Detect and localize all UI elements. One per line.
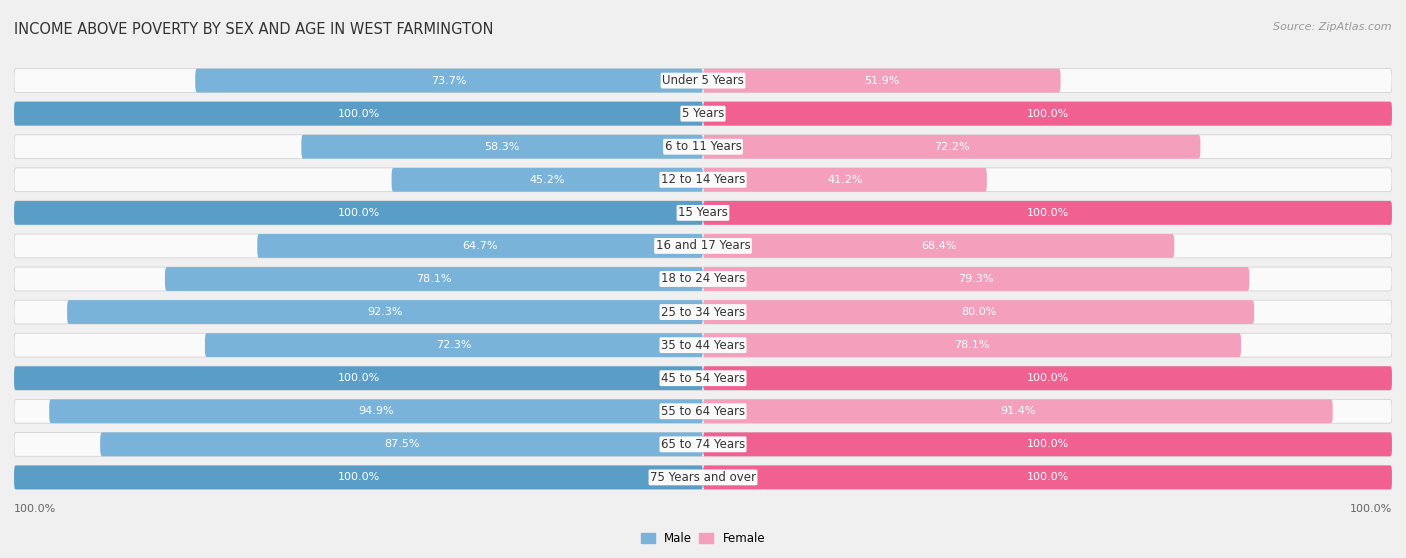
FancyBboxPatch shape <box>14 366 703 390</box>
Text: 25 to 34 Years: 25 to 34 Years <box>661 306 745 319</box>
FancyBboxPatch shape <box>257 234 703 258</box>
Text: 73.7%: 73.7% <box>432 75 467 85</box>
Text: 100.0%: 100.0% <box>337 473 380 483</box>
Text: 79.3%: 79.3% <box>959 274 994 284</box>
FancyBboxPatch shape <box>703 465 1392 489</box>
Text: 100.0%: 100.0% <box>1350 504 1392 514</box>
Text: 92.3%: 92.3% <box>367 307 402 317</box>
FancyBboxPatch shape <box>14 168 1392 192</box>
FancyBboxPatch shape <box>14 102 703 126</box>
FancyBboxPatch shape <box>703 366 1392 390</box>
Text: 100.0%: 100.0% <box>1026 473 1069 483</box>
FancyBboxPatch shape <box>14 465 703 489</box>
Text: 87.5%: 87.5% <box>384 439 419 449</box>
Text: 45 to 54 Years: 45 to 54 Years <box>661 372 745 384</box>
Text: Source: ZipAtlas.com: Source: ZipAtlas.com <box>1274 22 1392 32</box>
FancyBboxPatch shape <box>14 69 1392 93</box>
FancyBboxPatch shape <box>14 201 703 225</box>
FancyBboxPatch shape <box>14 300 1392 324</box>
Text: 45.2%: 45.2% <box>530 175 565 185</box>
Text: 91.4%: 91.4% <box>1000 406 1036 416</box>
Text: 75 Years and over: 75 Years and over <box>650 471 756 484</box>
Text: 6 to 11 Years: 6 to 11 Years <box>665 140 741 153</box>
FancyBboxPatch shape <box>14 234 1392 258</box>
Text: 94.9%: 94.9% <box>359 406 394 416</box>
FancyBboxPatch shape <box>14 333 1392 357</box>
FancyBboxPatch shape <box>301 135 703 158</box>
Text: 5 Years: 5 Years <box>682 107 724 120</box>
Text: INCOME ABOVE POVERTY BY SEX AND AGE IN WEST FARMINGTON: INCOME ABOVE POVERTY BY SEX AND AGE IN W… <box>14 22 494 37</box>
FancyBboxPatch shape <box>703 333 1241 357</box>
Text: 55 to 64 Years: 55 to 64 Years <box>661 405 745 418</box>
Text: 78.1%: 78.1% <box>955 340 990 350</box>
FancyBboxPatch shape <box>703 300 1254 324</box>
FancyBboxPatch shape <box>703 400 1333 423</box>
Text: 100.0%: 100.0% <box>337 208 380 218</box>
FancyBboxPatch shape <box>703 201 1392 225</box>
FancyBboxPatch shape <box>703 234 1174 258</box>
FancyBboxPatch shape <box>14 201 1392 225</box>
Text: 65 to 74 Years: 65 to 74 Years <box>661 438 745 451</box>
Text: 100.0%: 100.0% <box>1026 439 1069 449</box>
Text: 68.4%: 68.4% <box>921 241 956 251</box>
FancyBboxPatch shape <box>165 267 703 291</box>
Text: 16 and 17 Years: 16 and 17 Years <box>655 239 751 252</box>
Text: 35 to 44 Years: 35 to 44 Years <box>661 339 745 352</box>
FancyBboxPatch shape <box>703 432 1392 456</box>
Text: 41.2%: 41.2% <box>827 175 863 185</box>
FancyBboxPatch shape <box>703 168 987 192</box>
FancyBboxPatch shape <box>205 333 703 357</box>
FancyBboxPatch shape <box>703 135 1201 158</box>
Text: Under 5 Years: Under 5 Years <box>662 74 744 87</box>
Text: 100.0%: 100.0% <box>14 504 56 514</box>
FancyBboxPatch shape <box>14 102 1392 126</box>
Text: 100.0%: 100.0% <box>1026 208 1069 218</box>
Text: 100.0%: 100.0% <box>1026 373 1069 383</box>
FancyBboxPatch shape <box>100 432 703 456</box>
FancyBboxPatch shape <box>392 168 703 192</box>
Text: 72.3%: 72.3% <box>436 340 471 350</box>
Text: 12 to 14 Years: 12 to 14 Years <box>661 174 745 186</box>
FancyBboxPatch shape <box>14 400 1392 423</box>
Text: 58.3%: 58.3% <box>485 142 520 152</box>
FancyBboxPatch shape <box>14 366 1392 390</box>
FancyBboxPatch shape <box>14 465 1392 489</box>
FancyBboxPatch shape <box>67 300 703 324</box>
Text: 18 to 24 Years: 18 to 24 Years <box>661 272 745 286</box>
Text: 72.2%: 72.2% <box>934 142 970 152</box>
Text: 64.7%: 64.7% <box>463 241 498 251</box>
Text: 80.0%: 80.0% <box>960 307 997 317</box>
Text: 78.1%: 78.1% <box>416 274 451 284</box>
Text: 100.0%: 100.0% <box>1026 109 1069 119</box>
Text: 100.0%: 100.0% <box>337 373 380 383</box>
Text: 15 Years: 15 Years <box>678 206 728 219</box>
FancyBboxPatch shape <box>14 432 1392 456</box>
FancyBboxPatch shape <box>14 135 1392 158</box>
FancyBboxPatch shape <box>49 400 703 423</box>
FancyBboxPatch shape <box>703 69 1060 93</box>
Legend: Male, Female: Male, Female <box>636 527 770 550</box>
Text: 51.9%: 51.9% <box>865 75 900 85</box>
Text: 100.0%: 100.0% <box>337 109 380 119</box>
FancyBboxPatch shape <box>14 267 1392 291</box>
FancyBboxPatch shape <box>195 69 703 93</box>
FancyBboxPatch shape <box>703 267 1250 291</box>
FancyBboxPatch shape <box>703 102 1392 126</box>
